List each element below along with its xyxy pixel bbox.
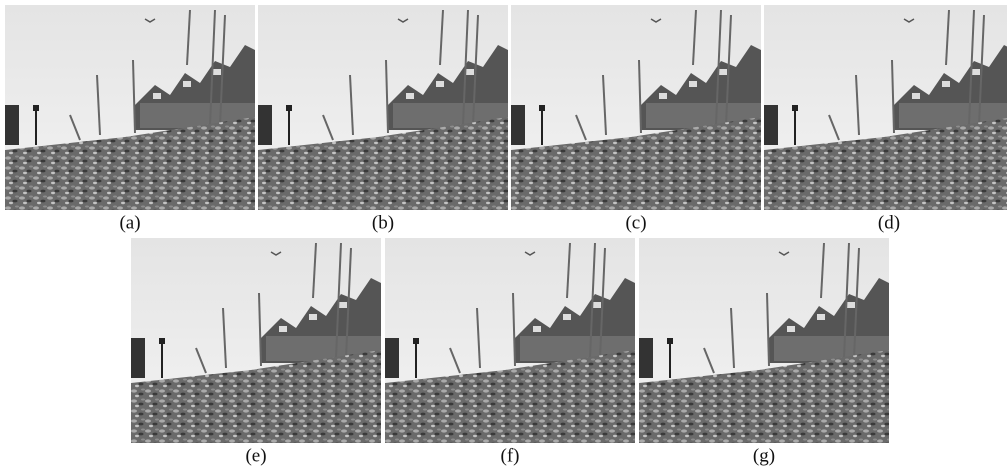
panel-label: (b) <box>372 212 394 233</box>
photo <box>5 5 255 210</box>
panel-label: (f) <box>501 445 520 466</box>
panel-label: (e) <box>245 445 266 466</box>
photo <box>131 238 381 443</box>
photo <box>639 238 889 443</box>
photo <box>258 5 508 210</box>
panel-label: (g) <box>753 445 775 466</box>
panel-label: (d) <box>878 212 900 233</box>
photo <box>764 5 1007 210</box>
photo <box>385 238 635 443</box>
panel-label: (a) <box>119 212 140 233</box>
photo <box>511 5 761 210</box>
panel-label: (c) <box>625 212 646 233</box>
